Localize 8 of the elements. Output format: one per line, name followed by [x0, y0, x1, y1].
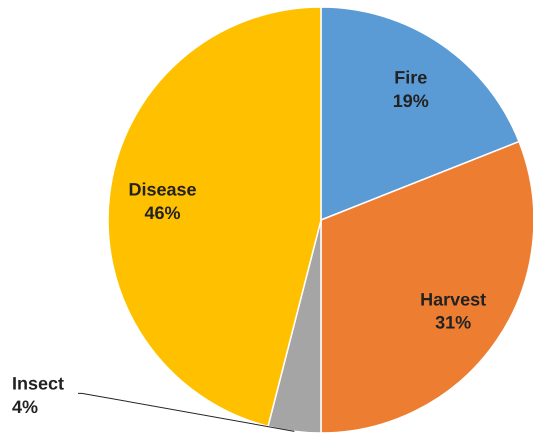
- data-label: 31%: [435, 312, 472, 333]
- data-label: 19%: [392, 90, 429, 111]
- slice-label: Insect: [12, 374, 64, 394]
- data-label: 4%: [12, 396, 38, 417]
- slice-label: Fire: [394, 67, 428, 88]
- slice-label: Harvest: [420, 289, 486, 310]
- data-label: 46%: [144, 202, 181, 223]
- slice-label: Disease: [128, 179, 197, 200]
